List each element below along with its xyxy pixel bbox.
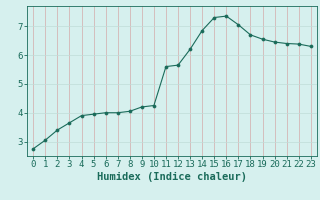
X-axis label: Humidex (Indice chaleur): Humidex (Indice chaleur) bbox=[97, 172, 247, 182]
